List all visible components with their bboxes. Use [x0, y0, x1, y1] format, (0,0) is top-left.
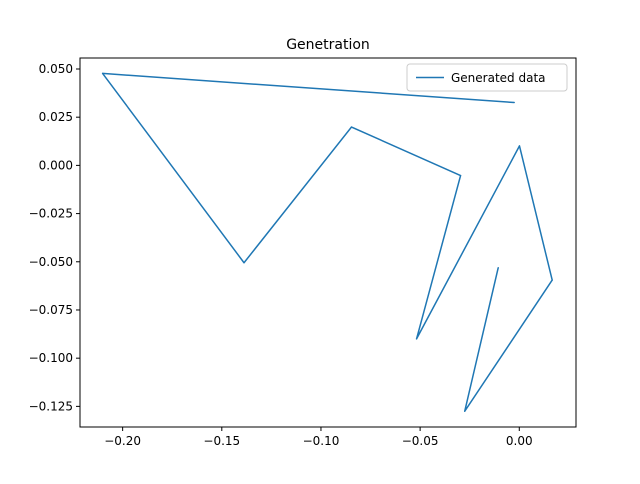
data-point	[243, 262, 245, 264]
plot-area: −0.20 −0.15 −0.10 −0.05 0.00 0.050 0.025 0.000 −…	[29, 57, 577, 448]
y-tick-label: −0.125	[29, 399, 73, 413]
y-tick-label: 0.050	[39, 62, 73, 76]
data-point	[415, 338, 418, 340]
data-point	[497, 266, 499, 269]
data-point	[102, 72, 104, 75]
x-tick-label: −0.10	[303, 434, 340, 448]
data-point	[350, 126, 353, 128]
series-line	[101, 72, 553, 412]
y-tick-label: 0.025	[39, 110, 73, 124]
data-point	[513, 101, 515, 104]
x-tick-label: 0.00	[506, 434, 533, 448]
axes-frame	[79, 57, 577, 428]
legend-label: Generated data	[451, 71, 546, 85]
data-point	[518, 145, 521, 147]
y-tick-label: 0.000	[39, 158, 73, 172]
data-point	[459, 175, 462, 177]
legend-box	[406, 63, 568, 92]
x-tick-label: −0.05	[402, 434, 439, 448]
y-tick-label: −0.100	[29, 351, 73, 365]
x-tick-label: −0.20	[104, 434, 141, 448]
y-tick-label: −0.075	[29, 303, 73, 317]
data-point	[551, 279, 553, 281]
y-tick-label: −0.025	[29, 207, 73, 221]
y-tick-label: −0.050	[29, 255, 73, 269]
x-tick-label: −0.15	[203, 434, 240, 448]
chart-title: Genetration	[286, 37, 370, 53]
data-point	[464, 410, 466, 412]
